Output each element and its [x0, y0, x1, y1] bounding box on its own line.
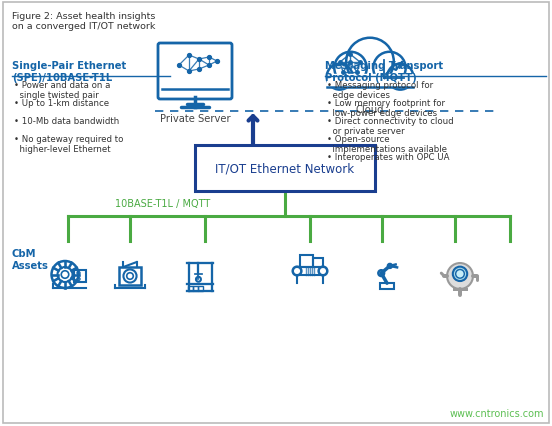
- Circle shape: [373, 53, 406, 85]
- Bar: [300, 256, 313, 267]
- Circle shape: [456, 270, 464, 279]
- Circle shape: [447, 263, 473, 289]
- Text: • Interoperates with OPC UA: • Interoperates with OPC UA: [327, 153, 449, 161]
- Bar: [188, 286, 193, 291]
- Circle shape: [388, 64, 413, 90]
- Text: • Power and data on a
  single twisted pair: • Power and data on a single twisted pai…: [14, 81, 110, 100]
- Bar: [119, 268, 141, 285]
- Text: Messaging Transport
Protocol (MQTT): Messaging Transport Protocol (MQTT): [325, 61, 443, 82]
- Text: • No gateway required to
  higher-level Ethernet: • No gateway required to higher-level Et…: [14, 135, 124, 154]
- Circle shape: [453, 267, 467, 282]
- Bar: [195, 146, 375, 192]
- Text: • Open-source
  implementations available: • Open-source implementations available: [327, 135, 447, 154]
- Text: www.cntronics.com: www.cntronics.com: [449, 408, 544, 418]
- Bar: [380, 284, 394, 289]
- Bar: [74, 271, 86, 282]
- Text: • Up to 1-km distance: • Up to 1-km distance: [14, 99, 109, 108]
- Text: 10BASE-T1L / MQTT: 10BASE-T1L / MQTT: [115, 199, 210, 208]
- Text: • Direct connectivity to cloud
  or private server: • Direct connectivity to cloud or privat…: [327, 117, 454, 136]
- Circle shape: [346, 39, 394, 86]
- Text: • Messaging protocol for
  edge devices: • Messaging protocol for edge devices: [327, 81, 433, 100]
- Bar: [327, 75, 413, 88]
- Circle shape: [335, 53, 367, 85]
- Text: IT/OT Ethernet Network: IT/OT Ethernet Network: [215, 162, 354, 175]
- Text: • Low memory footprint for
  low-power edge devices: • Low memory footprint for low-power edg…: [327, 99, 445, 118]
- Text: Figure 2: Asset health insights
on a converged IT/OT network: Figure 2: Asset health insights on a con…: [12, 12, 155, 32]
- Text: CbM
Assets: CbM Assets: [12, 248, 49, 270]
- Text: Single-Pair Ethernet
(SPE)/10BASE-T1L: Single-Pair Ethernet (SPE)/10BASE-T1L: [12, 61, 126, 82]
- Text: • 10-Mb data bandwidth: • 10-Mb data bandwidth: [14, 117, 119, 126]
- Bar: [313, 259, 323, 267]
- Text: Cloud: Cloud: [355, 105, 384, 115]
- Bar: [193, 286, 198, 291]
- Circle shape: [327, 64, 353, 90]
- FancyBboxPatch shape: [158, 44, 232, 100]
- Text: Private Server: Private Server: [160, 114, 230, 124]
- Bar: [198, 286, 203, 291]
